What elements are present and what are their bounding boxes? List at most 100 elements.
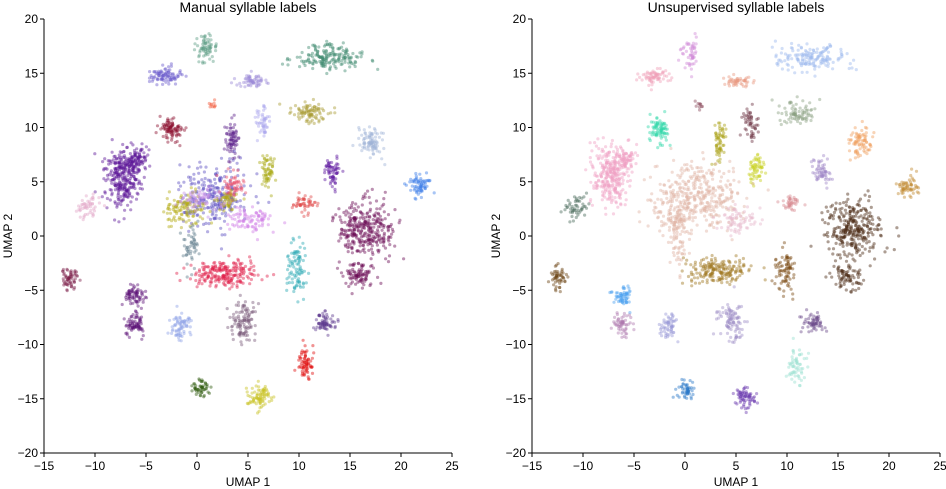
data-point [864, 134, 868, 138]
data-point [193, 250, 197, 254]
data-point [253, 115, 257, 119]
data-point [233, 188, 237, 192]
data-point [226, 213, 230, 217]
data-point [303, 203, 307, 207]
data-point [311, 108, 315, 113]
data-point [227, 281, 231, 285]
cluster [147, 62, 188, 87]
data-point [361, 234, 365, 238]
data-point [242, 173, 246, 177]
data-point [249, 184, 253, 188]
data-point [331, 175, 335, 179]
data-point [262, 388, 266, 392]
data-point [226, 145, 230, 149]
data-point [604, 145, 608, 149]
data-point [290, 206, 294, 210]
data-point [224, 193, 228, 197]
data-point [349, 273, 353, 277]
data-point [347, 228, 352, 232]
data-point [814, 174, 818, 178]
data-point [328, 42, 332, 46]
cluster [166, 304, 193, 343]
data-point [338, 46, 342, 50]
data-point [205, 187, 209, 191]
data-point [354, 216, 359, 220]
data-point [127, 164, 131, 168]
data-point [234, 129, 238, 133]
data-point [232, 140, 236, 145]
data-point [263, 214, 267, 218]
data-point [364, 223, 368, 227]
data-point [261, 222, 265, 226]
data-point [79, 208, 83, 212]
data-point [309, 112, 314, 117]
data-point [590, 149, 594, 153]
data-point [664, 69, 668, 73]
data-point [61, 269, 65, 273]
data-point [138, 160, 142, 164]
data-point [571, 219, 576, 223]
data-point [208, 188, 212, 192]
data-point [125, 179, 129, 183]
data-point [264, 173, 268, 177]
data-point [334, 166, 338, 170]
data-point [196, 198, 201, 202]
data-point [328, 175, 332, 179]
data-point [418, 190, 422, 194]
data-point [233, 322, 237, 326]
data-point [655, 132, 659, 136]
data-point [232, 193, 236, 197]
data-point [237, 219, 242, 223]
data-point [203, 39, 207, 44]
data-point [255, 79, 259, 83]
data-point [335, 162, 339, 166]
data-point [289, 110, 293, 114]
data-point [228, 205, 233, 209]
data-point [335, 266, 340, 270]
data-point [191, 214, 195, 218]
data-point [114, 171, 118, 175]
data-point [114, 161, 118, 165]
data-point [175, 211, 179, 216]
data-point [314, 60, 318, 65]
data-point [206, 196, 210, 200]
data-point [824, 173, 828, 177]
data-point [422, 179, 426, 183]
data-point [176, 132, 180, 136]
data-point [224, 195, 228, 200]
data-point [382, 210, 386, 214]
data-point [220, 187, 225, 191]
data-point [213, 45, 218, 49]
data-point [179, 339, 183, 343]
data-point [260, 215, 264, 220]
data-point [171, 76, 175, 80]
data-point [360, 149, 364, 153]
data-point [306, 104, 310, 109]
data-point [303, 197, 307, 201]
data-point [687, 42, 691, 46]
data-point [181, 218, 185, 222]
cluster [215, 167, 248, 203]
data-point [260, 224, 264, 228]
data-point [233, 176, 237, 180]
data-point [132, 182, 136, 186]
data-point [157, 69, 161, 73]
data-point [367, 218, 371, 223]
data-point [176, 125, 180, 129]
data-point [123, 208, 127, 212]
data-point [593, 141, 597, 145]
data-point [173, 209, 177, 213]
data-point [315, 52, 320, 56]
data-point [224, 283, 228, 287]
data-point [190, 255, 194, 259]
data-point [108, 198, 112, 202]
data-point [380, 228, 384, 232]
data-point [234, 212, 238, 217]
data-point [197, 55, 201, 59]
data-point [142, 156, 146, 160]
data-point [417, 179, 421, 183]
data-point [168, 122, 172, 126]
data-point [358, 51, 362, 55]
data-point [221, 202, 225, 206]
data-point [851, 131, 855, 135]
